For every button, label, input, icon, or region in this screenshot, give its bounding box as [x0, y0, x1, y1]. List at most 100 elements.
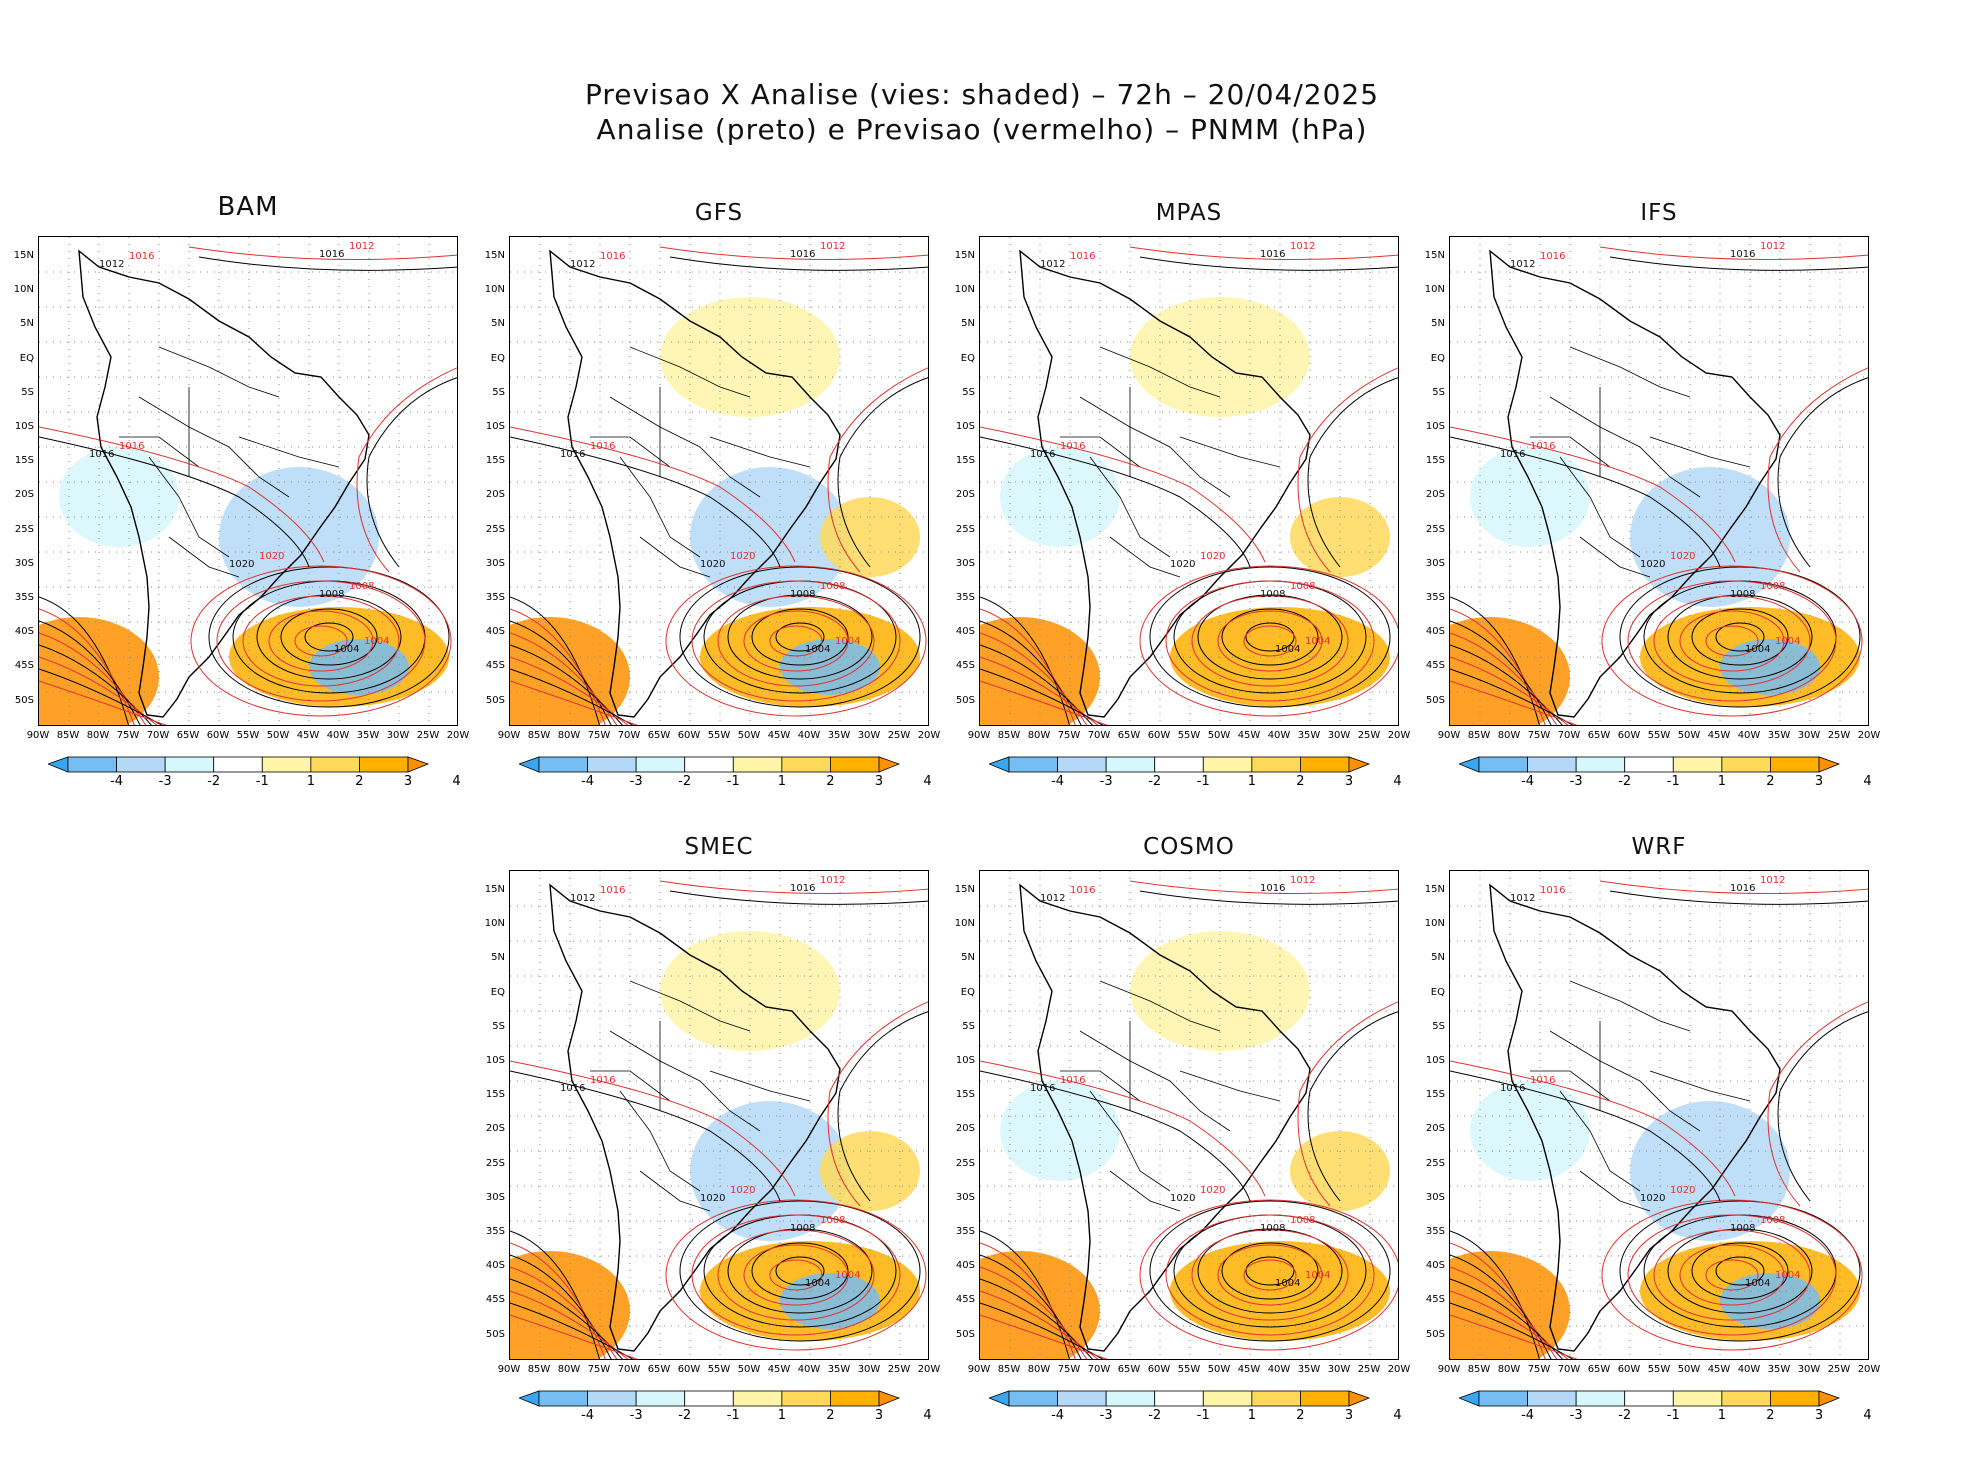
latitude-label: 5N: [491, 952, 505, 964]
latitude-label: 5N: [20, 318, 34, 330]
colorbar: [1457, 1390, 1841, 1407]
analysis-isobar-label: 1008: [1730, 1223, 1755, 1234]
analysis-isobar: [256, 594, 402, 680]
longitude-label: 55W: [1647, 730, 1671, 741]
bias-shading: [219, 467, 379, 607]
latitude-label: 10N: [954, 284, 975, 296]
isobar: [1450, 1230, 1540, 1359]
bias-shading: [59, 447, 179, 547]
longitude-label: 85W: [1467, 1364, 1491, 1375]
analysis-isobar-label: 1008: [790, 1223, 815, 1234]
colorbar-label: -3: [158, 774, 172, 789]
colorbar-label: -2: [1148, 1408, 1162, 1423]
latitude-label: EQ: [490, 986, 505, 998]
country-border: [1549, 396, 1701, 498]
analysis-isobar: [727, 1228, 873, 1314]
longitude-label: 90W: [1437, 730, 1461, 741]
isobar: [1777, 1011, 1868, 1202]
longitude-label: 40W: [797, 1364, 821, 1375]
latitude-label: 15S: [14, 455, 34, 467]
country-border: [1179, 436, 1281, 468]
isobar: [1450, 436, 1721, 568]
forecast-isobar-label: 1004: [835, 1270, 860, 1281]
colorbar-label: 3: [1344, 1408, 1354, 1423]
longitude-label: 20W: [1857, 730, 1881, 741]
country-border: [1089, 456, 1171, 558]
longitude-label: 35W: [1297, 730, 1321, 741]
forecast-isobar-label: 1012: [1290, 875, 1315, 886]
country-border: [158, 346, 280, 398]
longitude-label: 40W: [1267, 730, 1291, 741]
longitude-label: 25W: [1827, 1364, 1851, 1375]
isobar: [1450, 1060, 1736, 1197]
colorbar-segment: [1527, 756, 1577, 773]
model-panel-wrf: WRF 1012 1016 1016 1012 1016 1016 1020 1020 1008 1…: [1425, 820, 1881, 1460]
analysis-isobar-label: 1004: [334, 644, 359, 655]
forecast-isobar-label: 1016: [119, 441, 144, 452]
latitude-label: 10S: [1425, 421, 1445, 432]
forecast-isobar: [1679, 610, 1785, 672]
colorbar-segment: [1251, 1390, 1301, 1407]
latitude-label: 20S: [1425, 1123, 1445, 1135]
isobar: [1139, 256, 1398, 271]
latitude-label: 5S: [1432, 386, 1445, 398]
latitude-label: 5S: [962, 1020, 975, 1032]
forecast-isobar: [743, 1244, 849, 1306]
colorbar-segment: [987, 756, 1010, 773]
analysis-isobar-label: 1004: [1745, 644, 1770, 655]
forecast-isobar: [665, 565, 927, 717]
longitude-label: 60W: [677, 730, 701, 741]
analysis-isobar-label: 1004: [1275, 644, 1300, 655]
colorbar-label: 2: [826, 774, 835, 789]
longitude-label: 65W: [1587, 730, 1611, 741]
colorbar-container: [987, 1390, 1389, 1412]
latitude-label: 35S: [485, 592, 505, 603]
latitude-label: 10S: [14, 421, 34, 432]
latitude-label: 10S: [955, 1055, 975, 1066]
analysis-isobar: [775, 622, 825, 652]
colorbar-container: [987, 756, 1389, 778]
longitude-label: 20W: [446, 730, 470, 741]
latitude-label: 10N: [484, 918, 505, 930]
latitude-label: 10N: [954, 918, 975, 930]
longitude-label: 40W: [797, 730, 821, 741]
analysis-isobar-label: 1012: [1040, 259, 1065, 270]
latitude-label: 50S: [14, 694, 34, 706]
forecast-isobar: [1217, 610, 1323, 672]
longitude-label: 55W: [1647, 1364, 1671, 1375]
latitude-label: 10N: [1424, 284, 1445, 296]
colorbar-segment: [1348, 756, 1371, 773]
isobar: [510, 1070, 781, 1202]
isobar: [1307, 1011, 1398, 1202]
analysis-isobar-label: 1020: [700, 559, 725, 570]
longitude-label: 30W: [1797, 1364, 1821, 1375]
panel-title: WRF: [1631, 834, 1687, 860]
latitude-label: 35S: [14, 592, 34, 603]
forecast-isobar: [1627, 1214, 1837, 1336]
longitude-label: 70W: [1557, 1364, 1581, 1375]
analysis-isobar-label: 1012: [1040, 893, 1065, 904]
colorbar-label: -1: [1196, 1408, 1210, 1423]
analysis-isobar-label: 1016: [790, 249, 815, 260]
colorbar-segment: [1202, 756, 1253, 773]
forecast-isobar: [1653, 1229, 1811, 1321]
forecast-isobar-label: 1020: [1200, 1185, 1225, 1196]
forecast-isobar-label: 1012: [1760, 875, 1785, 886]
isobar: [39, 436, 310, 568]
longitude-label: 90W: [26, 730, 50, 741]
latitude-label: 30S: [485, 557, 505, 569]
colorbar-label: 3: [874, 774, 884, 789]
longitude-label: 75W: [587, 730, 611, 741]
isobar: [980, 1070, 1251, 1202]
colorbar-label: 4: [923, 1408, 932, 1423]
analysis-isobar-label: 1016: [89, 449, 114, 460]
country-border: [1559, 456, 1641, 558]
analysis-isobar: [1619, 1200, 1861, 1342]
country-border: [238, 436, 340, 468]
colorbar-label: -3: [629, 774, 643, 789]
colorbar-label: -4: [1051, 774, 1065, 789]
longitude-label: 25W: [887, 1364, 911, 1375]
longitude-label: 80W: [557, 1364, 581, 1375]
analysis-isobar-label: 1004: [1275, 1278, 1300, 1289]
longitude-label: 75W: [1057, 1364, 1081, 1375]
